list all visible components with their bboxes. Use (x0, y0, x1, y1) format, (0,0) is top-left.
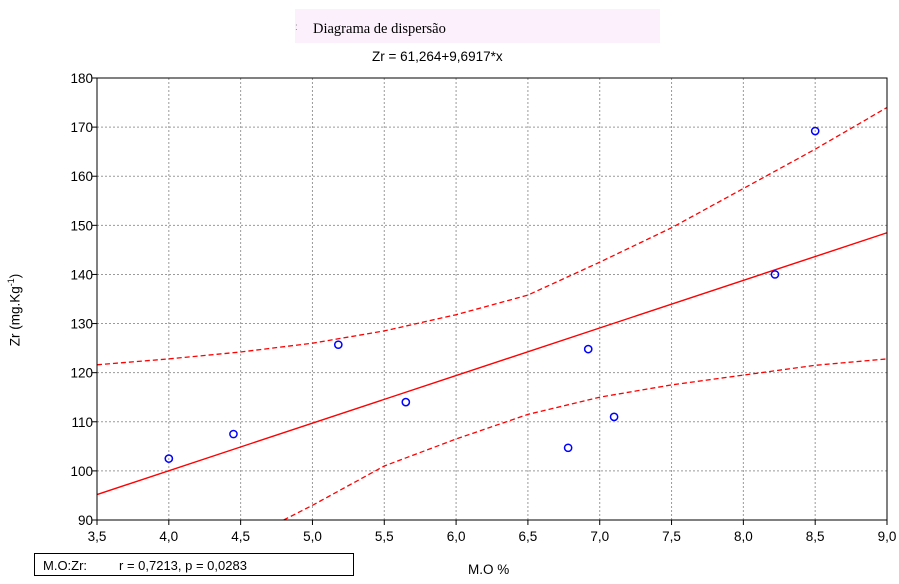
x-tick-label: 6,5 (519, 529, 538, 544)
y-tick-label: 170 (70, 120, 93, 135)
plot-frame (96, 77, 888, 521)
upper-confidence-line (96, 106, 888, 366)
stats-label: M.O:Zr: (43, 558, 88, 573)
y-tick-label: 150 (70, 218, 93, 233)
data-point (583, 344, 593, 354)
y-tick-label: 100 (70, 464, 93, 479)
data-point (609, 412, 619, 422)
grid (97, 78, 887, 520)
data-point (401, 397, 411, 407)
y-tick-label: 180 (70, 71, 93, 86)
lower-confidence-line (283, 358, 888, 521)
x-tick-label: 8,0 (734, 529, 753, 544)
stats-value: r = 0,7213, p = 0,0283 (119, 558, 247, 573)
correlation-stats-box: M.O:Zr: r = 0,7213, p = 0,0283 (34, 553, 354, 576)
chart-title: Diagrama de dispersão (313, 21, 446, 37)
x-axis-label: M.O % (468, 562, 510, 577)
x-tick-label: 7,5 (662, 529, 681, 544)
confidence-band (96, 106, 888, 521)
x-tick-label: 9,0 (878, 529, 897, 544)
x-tick-label: 5,0 (303, 529, 322, 544)
x-tick-label: 5,5 (375, 529, 394, 544)
chart-title-box: : Diagrama de dispersão (295, 9, 660, 43)
y-tick-label: 120 (70, 366, 93, 381)
data-point (770, 270, 780, 279)
data-point (333, 340, 343, 350)
regression-line-group (96, 232, 888, 496)
data-point (563, 443, 573, 453)
x-tick-label: 4,5 (231, 529, 250, 544)
regression-line (96, 232, 888, 496)
x-tick-label: 3,5 (88, 529, 107, 544)
y-axis-label: Zr (mg.Kg-1) (5, 273, 23, 347)
y-tick-label: 90 (78, 513, 93, 528)
y-tick-label: 110 (71, 415, 93, 430)
x-tick-label: 6,0 (447, 529, 466, 544)
x-tick-label: 7,0 (590, 529, 609, 544)
x-tick-label: 4,0 (159, 529, 178, 544)
y-tick-label: 140 (70, 267, 93, 282)
data-point (229, 429, 238, 439)
axes (92, 77, 888, 525)
y-tick-label: 130 (70, 317, 93, 332)
data-point (810, 126, 820, 136)
title-marker: : (295, 22, 298, 33)
regression-equation: Zr = 61,264+9,6917*x (372, 49, 503, 64)
x-tick-label: 8,5 (806, 529, 825, 544)
data-point (164, 454, 174, 463)
y-tick-label: 160 (70, 169, 93, 184)
data-points (164, 126, 820, 463)
tick-labels: 3,5 4,0 4,5 5,0 5,5 6,0 6,5 7,0 7,5 8,0 8,5 9,0 90 10… (70, 71, 896, 544)
